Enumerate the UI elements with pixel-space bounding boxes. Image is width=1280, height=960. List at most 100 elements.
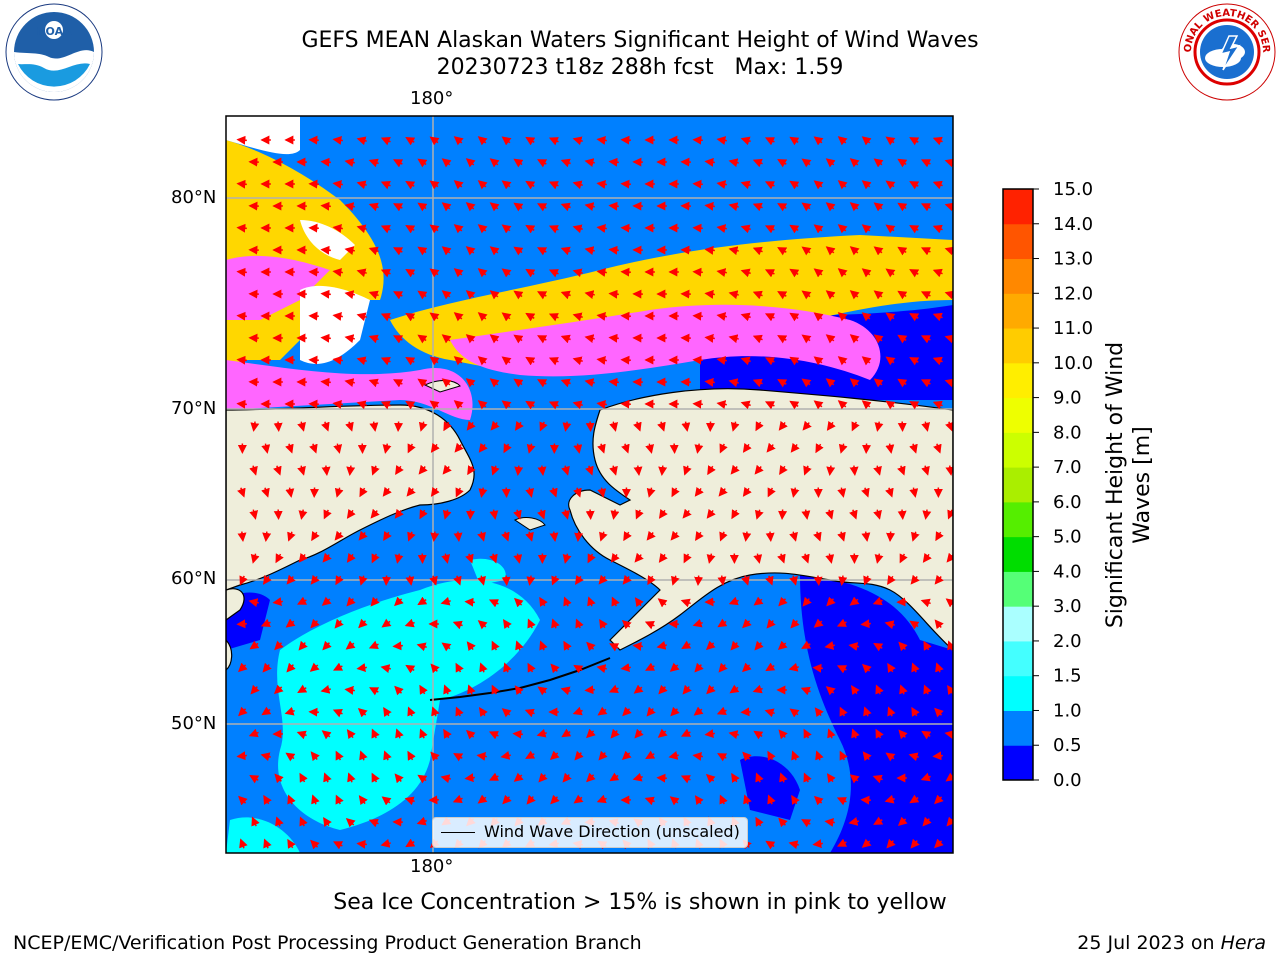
wind-wave-arrow xyxy=(453,575,462,586)
wind-wave-arrow xyxy=(861,224,872,234)
wind-wave-arrow xyxy=(332,662,344,671)
wind-wave-arrow xyxy=(526,794,536,805)
wind-wave-arrow xyxy=(405,312,416,322)
wind-wave-arrow xyxy=(692,618,703,628)
wind-wave-arrow xyxy=(742,662,752,673)
wind-wave-arrow xyxy=(260,618,271,627)
wind-wave-arrow xyxy=(716,224,727,233)
wind-wave-arrow xyxy=(695,531,704,541)
wind-wave-arrow xyxy=(356,839,367,849)
wind-wave-arrow xyxy=(476,752,487,761)
wind-wave-arrow xyxy=(849,774,860,784)
wind-wave-arrow xyxy=(393,203,404,212)
wind-wave-arrow xyxy=(812,663,823,673)
wind-wave-arrow xyxy=(849,378,860,388)
wind-wave-arrow xyxy=(320,377,331,387)
wind-wave-arrow xyxy=(380,137,391,146)
wind-wave-arrow xyxy=(572,312,583,322)
wind-wave-arrow xyxy=(260,752,271,762)
wind-wave-arrow xyxy=(922,552,932,563)
wind-wave-arrow xyxy=(873,509,882,520)
wind-wave-arrow xyxy=(644,621,655,630)
wind-wave-arrow xyxy=(407,706,416,717)
wind-wave-arrow xyxy=(574,574,584,585)
wind-wave-arrow xyxy=(466,729,476,740)
wind-wave-arrow xyxy=(513,334,524,344)
wind-wave-arrow xyxy=(944,246,953,256)
wind-wave-arrow xyxy=(429,224,440,234)
wind-wave-arrow xyxy=(694,662,704,673)
wind-wave-arrow xyxy=(563,640,572,651)
wind-wave-arrow xyxy=(932,180,943,190)
sea-ice-west-pink xyxy=(226,255,330,320)
wind-wave-arrow xyxy=(911,662,920,673)
wind-wave-arrow xyxy=(513,202,524,212)
legend-line-swatch xyxy=(441,832,475,833)
wind-wave-arrow xyxy=(453,224,464,234)
wind-wave-arrow xyxy=(561,728,572,738)
open-water-arctic xyxy=(300,285,370,364)
wind-wave-arrow xyxy=(429,180,440,190)
colorbar-tick-label: 8.0 xyxy=(1053,422,1082,443)
wind-wave-arrow xyxy=(346,508,356,519)
wind-wave-arrow xyxy=(813,618,824,628)
wind-wave-arrow xyxy=(430,531,440,542)
wind-wave-arrow xyxy=(491,465,500,476)
wind-wave-arrow xyxy=(261,706,272,716)
wind-wave-arrow xyxy=(417,774,428,784)
wind-wave-arrow xyxy=(320,684,331,694)
wind-wave-arrow xyxy=(344,158,355,168)
wind-wave-arrow xyxy=(526,443,536,454)
wind-wave-arrow xyxy=(731,772,740,783)
wind-wave-arrow xyxy=(849,158,860,168)
wind-wave-arrow xyxy=(752,246,763,256)
wind-wave-arrow xyxy=(454,442,464,453)
wind-wave-arrow xyxy=(236,311,247,321)
wind-wave-arrow xyxy=(405,136,416,146)
wind-wave-arrow xyxy=(381,796,392,806)
wind-wave-arrow xyxy=(237,531,247,542)
wind-wave-arrow xyxy=(417,290,428,300)
wind-wave-arrow xyxy=(825,158,836,168)
colorbar-tick-label: 3.0 xyxy=(1053,596,1082,617)
wind-wave-arrow xyxy=(801,553,810,564)
colorbar-tick-label: 9.0 xyxy=(1053,388,1082,409)
wind-wave-arrow xyxy=(861,180,872,190)
wind-wave-arrow xyxy=(706,684,716,695)
wind-wave-arrow xyxy=(920,159,931,168)
wind-wave-arrow xyxy=(730,640,740,651)
wind-wave-arrow xyxy=(884,620,895,630)
wind-wave-arrow xyxy=(608,201,619,211)
wind-wave-arrow xyxy=(596,355,607,365)
wind-wave-arrow xyxy=(826,465,836,476)
wind-wave-arrow xyxy=(692,135,703,145)
wind-wave-arrow xyxy=(417,158,428,168)
wind-wave-arrow xyxy=(633,465,643,476)
wind-wave-arrow xyxy=(802,420,812,431)
wind-wave-arrow xyxy=(608,289,619,299)
wind-wave-arrow xyxy=(874,553,884,564)
wind-wave-arrow xyxy=(404,796,415,806)
wind-wave-arrow xyxy=(309,662,320,672)
wind-wave-arrow xyxy=(861,356,872,366)
wind-wave-arrow xyxy=(238,795,248,806)
wind-wave-arrow xyxy=(430,751,440,762)
wind-wave-arrow xyxy=(764,225,776,234)
wind-wave-arrow xyxy=(742,486,752,497)
wind-wave-arrow xyxy=(368,640,379,649)
wind-wave-arrow xyxy=(765,531,775,542)
lon-label-top: 180° xyxy=(410,88,454,109)
wind-wave-arrow xyxy=(947,640,953,651)
wind-wave-arrow xyxy=(345,818,356,828)
wind-wave-arrow xyxy=(371,772,380,783)
wind-wave-arrow xyxy=(897,290,908,300)
wind-wave-arrow xyxy=(656,640,667,650)
wind-wave-arrow xyxy=(478,442,488,453)
wind-wave-arrow xyxy=(323,816,332,827)
wind-wave-arrow xyxy=(323,772,332,783)
wind-wave-arrow xyxy=(273,684,284,695)
wind-wave-arrow xyxy=(599,531,608,542)
wind-wave-arrow xyxy=(429,400,440,410)
wind-wave-arrow xyxy=(861,531,871,542)
